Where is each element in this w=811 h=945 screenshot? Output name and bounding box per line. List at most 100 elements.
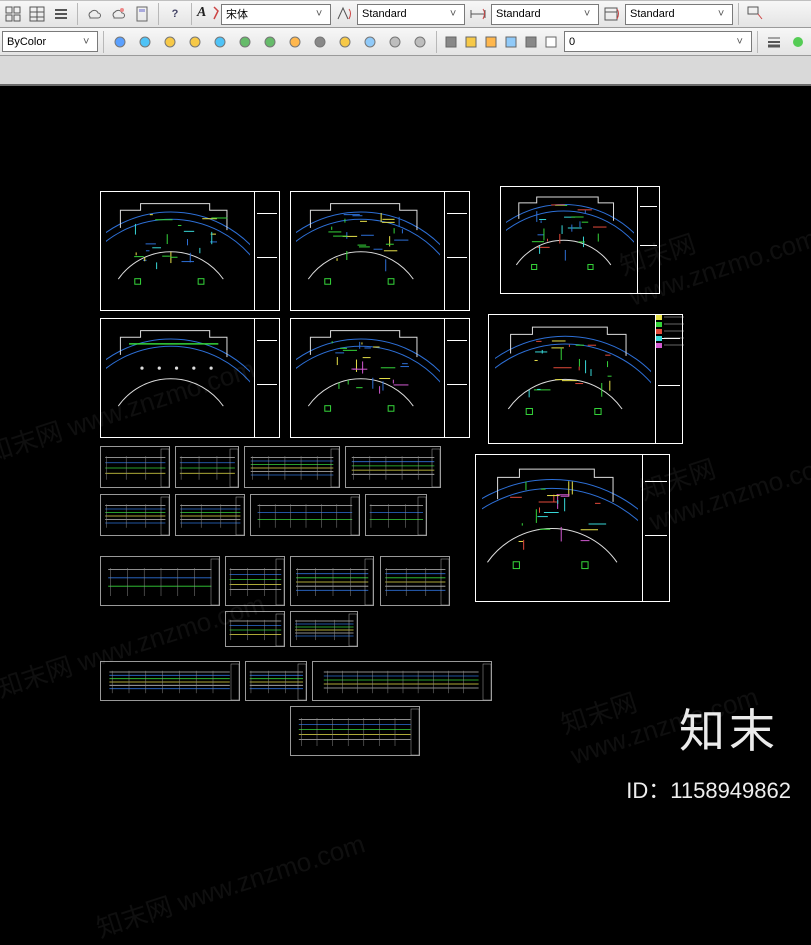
textstyle-icon[interactable] xyxy=(333,3,355,25)
font-selector[interactable]: ˅ xyxy=(221,4,331,25)
chevron-down-icon: ˅ xyxy=(732,36,747,48)
font-selector-input[interactable] xyxy=(226,8,312,20)
separator xyxy=(738,3,739,25)
detail-sheet xyxy=(290,706,420,756)
gear-icon[interactable] xyxy=(234,31,256,53)
help-icon[interactable]: ? xyxy=(164,3,186,25)
toolbar-layers: ˅ ˅ xyxy=(0,28,811,56)
detail-sheet xyxy=(225,611,285,647)
drawing-sheet xyxy=(500,186,660,294)
tablestyle-selector[interactable]: ˅ xyxy=(625,4,733,25)
color-swatch[interactable] xyxy=(542,31,560,53)
detail-sheet xyxy=(100,446,170,488)
model-space-canvas[interactable]: 知末网 www.znzmo.com知末网 www.znzmo.com知末网 ww… xyxy=(0,86,811,827)
drawing-sheet xyxy=(290,318,470,438)
sun2-icon[interactable] xyxy=(284,31,306,53)
legend xyxy=(654,313,688,353)
textstyle-input[interactable] xyxy=(362,8,446,20)
detail-sheet xyxy=(290,611,358,647)
dimstyle-selector[interactable]: ˅ xyxy=(491,4,599,25)
lightbulb-on-icon[interactable] xyxy=(159,31,181,53)
stack-icon[interactable] xyxy=(384,31,406,53)
calculator-icon[interactable] xyxy=(131,3,153,25)
asset-id-label: ID：1158949862 xyxy=(626,773,791,805)
titleblock xyxy=(444,192,469,310)
separator xyxy=(436,31,437,53)
dimstyle-icon[interactable] xyxy=(467,3,489,25)
drawing-sheet xyxy=(100,318,280,438)
font-style-icon[interactable]: A xyxy=(197,3,219,25)
page-icon[interactable] xyxy=(502,31,520,53)
bulb-icon[interactable] xyxy=(462,31,480,53)
detail-sheet xyxy=(100,661,240,701)
layer-selector[interactable]: ˅ xyxy=(564,31,752,52)
titleblock xyxy=(254,319,279,437)
separator xyxy=(77,3,78,25)
detail-sheet xyxy=(312,661,492,701)
lock-icon[interactable] xyxy=(334,31,356,53)
drawing-sheet xyxy=(488,314,683,444)
detail-sheet xyxy=(290,556,374,606)
tablestyle-input[interactable] xyxy=(630,8,714,20)
chevron-down-icon: ˅ xyxy=(312,8,326,20)
chevron-down-icon: ˅ xyxy=(446,8,460,20)
separator xyxy=(103,31,104,53)
separator xyxy=(757,31,758,53)
titleblock xyxy=(642,455,669,601)
titleblock xyxy=(444,319,469,437)
detail-sheet xyxy=(175,446,239,488)
filter-icon[interactable] xyxy=(442,31,460,53)
detail-sheet xyxy=(100,494,170,536)
titleblock xyxy=(637,187,659,293)
textstyle-selector[interactable]: ˅ xyxy=(357,4,465,25)
lineweight-icon[interactable] xyxy=(763,31,785,53)
layer-selector-input[interactable] xyxy=(569,36,732,48)
mleaderstyle-icon[interactable] xyxy=(744,3,766,25)
watermark-text: 知末网 www.znzmo.com xyxy=(91,824,369,945)
plug-icon[interactable] xyxy=(309,31,331,53)
detail-sheet xyxy=(100,556,220,606)
chevron-down-icon: ˅ xyxy=(714,8,728,20)
drawing-sheet xyxy=(290,191,470,311)
cloud-icon[interactable] xyxy=(83,3,105,25)
sun-icon[interactable] xyxy=(184,31,206,53)
detail-sheet xyxy=(175,494,245,536)
separator xyxy=(191,3,192,25)
chevron-down-icon: ˅ xyxy=(80,36,93,48)
detail-sheet xyxy=(225,556,285,606)
color-selector-input[interactable] xyxy=(7,36,80,48)
drawing-sheet xyxy=(100,191,280,311)
snowflake-icon[interactable] xyxy=(209,31,231,53)
chevron-down-icon: ˅ xyxy=(580,8,594,20)
brand-logo: 知末 xyxy=(679,695,779,761)
layer-tools-group xyxy=(109,31,431,53)
detail-sheet xyxy=(380,556,450,606)
detail-sheet xyxy=(245,661,307,701)
help-glyph: ? xyxy=(172,8,179,20)
linetype-green-icon[interactable] xyxy=(787,31,809,53)
layer-freeze-icon[interactable] xyxy=(109,31,131,53)
detail-sheet xyxy=(345,446,441,488)
detail-sheet xyxy=(365,494,427,536)
grid-icon[interactable] xyxy=(2,3,24,25)
layer-thaw-icon[interactable] xyxy=(134,31,156,53)
detail-sheet xyxy=(250,494,360,536)
titleblock xyxy=(254,192,279,310)
dimstyle-input[interactable] xyxy=(496,8,580,20)
color-selector[interactable]: ˅ xyxy=(2,31,98,52)
separator xyxy=(158,3,159,25)
layer-state-group xyxy=(442,31,560,53)
toolbar-format: ? A ˅ ˅ ˅ ˅ xyxy=(0,0,811,28)
cloud2-icon[interactable] xyxy=(107,3,129,25)
stack2-icon[interactable] xyxy=(409,31,431,53)
drawing-sheet xyxy=(475,454,670,602)
lock2-icon[interactable] xyxy=(522,31,540,53)
sheet-icon[interactable] xyxy=(359,31,381,53)
properties-strip xyxy=(0,56,811,86)
tablestyle-icon[interactable] xyxy=(601,3,623,25)
detail-sheet xyxy=(244,446,340,488)
list-icon[interactable] xyxy=(50,3,72,25)
sun3-icon[interactable] xyxy=(482,31,500,53)
gear2-icon[interactable] xyxy=(259,31,281,53)
table-icon[interactable] xyxy=(26,3,48,25)
